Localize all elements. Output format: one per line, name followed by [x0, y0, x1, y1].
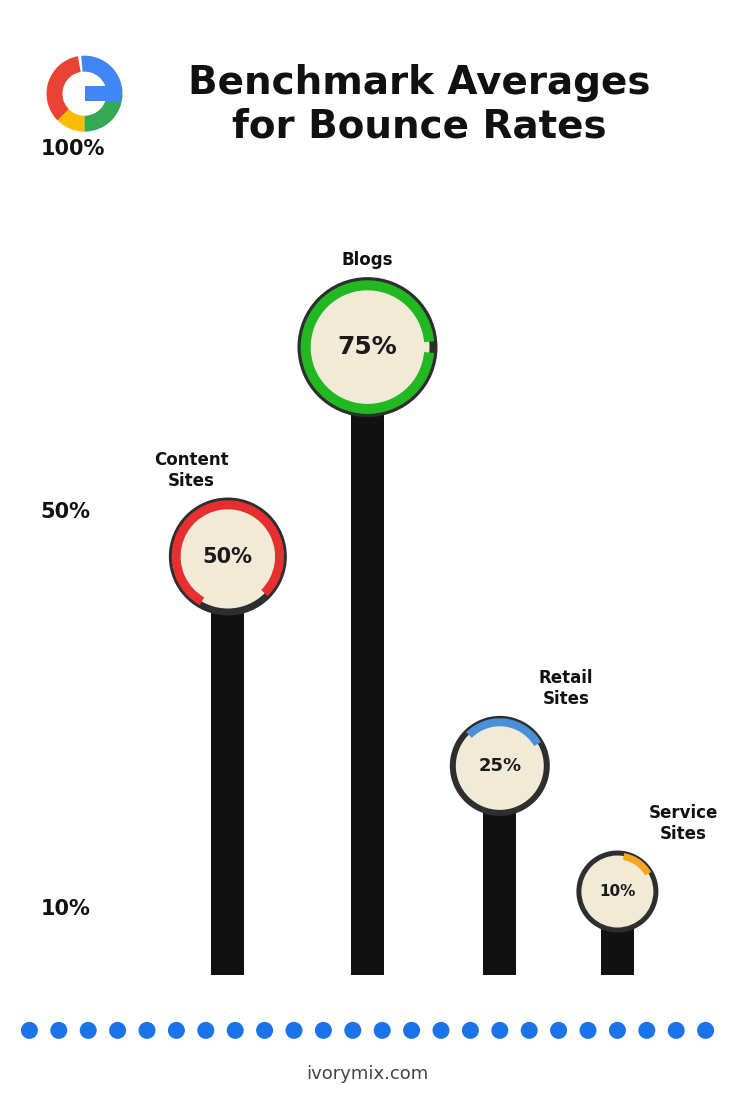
Text: 10%: 10%: [599, 884, 636, 899]
Circle shape: [168, 1022, 185, 1039]
Text: 100%: 100%: [40, 139, 105, 159]
Circle shape: [285, 1022, 303, 1039]
Text: 50%: 50%: [203, 547, 253, 566]
Circle shape: [169, 497, 287, 616]
Circle shape: [579, 1022, 597, 1039]
Circle shape: [697, 1022, 714, 1039]
Text: 75%: 75%: [337, 335, 398, 359]
Wedge shape: [46, 56, 81, 120]
Circle shape: [491, 1022, 509, 1039]
Circle shape: [50, 1022, 68, 1039]
Text: Benchmark Averages: Benchmark Averages: [187, 64, 650, 101]
Circle shape: [138, 1022, 156, 1039]
Text: 50%: 50%: [40, 503, 90, 522]
Text: 10%: 10%: [40, 899, 90, 919]
Circle shape: [609, 1022, 626, 1039]
Circle shape: [456, 722, 544, 810]
Bar: [483, 803, 516, 975]
Circle shape: [298, 277, 437, 418]
Text: Service
Sites: Service Sites: [649, 803, 718, 843]
Text: Retail
Sites: Retail Sites: [539, 669, 593, 707]
Circle shape: [520, 1022, 538, 1039]
Circle shape: [79, 1022, 97, 1039]
Wedge shape: [57, 109, 85, 131]
Circle shape: [462, 1022, 479, 1039]
Text: 25%: 25%: [478, 757, 521, 775]
Wedge shape: [623, 853, 651, 875]
Wedge shape: [81, 56, 123, 94]
Circle shape: [21, 1022, 38, 1039]
Circle shape: [315, 1022, 332, 1039]
Circle shape: [197, 1022, 215, 1039]
Circle shape: [176, 505, 280, 608]
Circle shape: [450, 716, 550, 815]
Text: Blogs: Blogs: [342, 251, 393, 269]
Bar: [85, 86, 121, 101]
Bar: [211, 601, 244, 975]
Circle shape: [109, 1022, 126, 1039]
Text: for Bounce Rates: for Bounce Rates: [232, 108, 606, 145]
Circle shape: [306, 285, 429, 409]
Circle shape: [403, 1022, 420, 1039]
Text: ivorymix.com: ivorymix.com: [306, 1066, 429, 1083]
Circle shape: [581, 855, 653, 928]
Bar: [351, 400, 384, 975]
Circle shape: [638, 1022, 656, 1039]
Circle shape: [550, 1022, 567, 1039]
Circle shape: [373, 1022, 391, 1039]
Wedge shape: [301, 280, 434, 414]
Wedge shape: [466, 719, 541, 746]
Circle shape: [667, 1022, 685, 1039]
Circle shape: [226, 1022, 244, 1039]
Circle shape: [576, 851, 659, 932]
Circle shape: [256, 1022, 273, 1039]
Wedge shape: [172, 500, 284, 605]
Bar: [600, 922, 634, 975]
Wedge shape: [85, 94, 123, 131]
Text: Content
Sites: Content Sites: [154, 451, 229, 489]
Circle shape: [344, 1022, 362, 1039]
Circle shape: [432, 1022, 450, 1039]
